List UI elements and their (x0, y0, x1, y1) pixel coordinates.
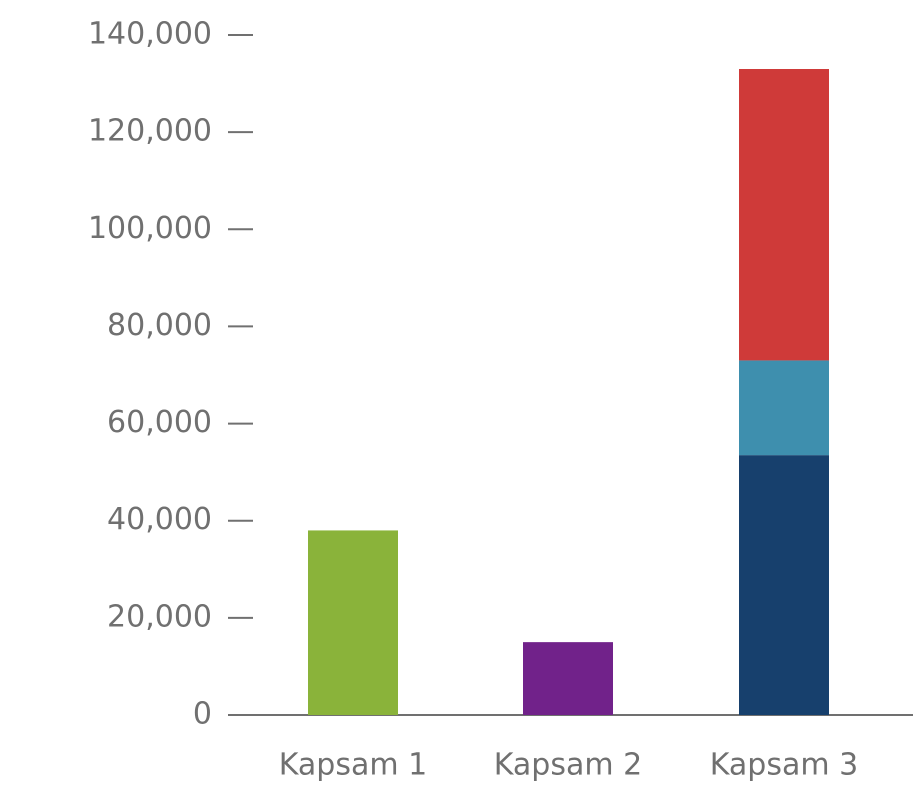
y-tick-label: 40,000 (107, 502, 212, 537)
x-tick-label: Kapsam 2 (494, 748, 642, 783)
bar-segment (523, 642, 613, 715)
y-tick-label: 20,000 (107, 599, 212, 634)
x-tick-label: Kapsam 3 (710, 748, 858, 783)
y-tick-label: 80,000 (107, 308, 212, 343)
y-tick-label: 120,000 (88, 114, 212, 149)
bar-segment (739, 455, 829, 715)
y-tick-label: 140,000 (88, 17, 212, 52)
x-tick-label: Kapsam 1 (279, 748, 427, 783)
bar-segment (308, 530, 398, 715)
y-tick-label: 100,000 (88, 211, 212, 246)
bar-segment (739, 69, 829, 361)
bar-segment (739, 360, 829, 456)
y-tick-label: 60,000 (107, 405, 212, 440)
y-tick-label: 0 (193, 697, 212, 732)
